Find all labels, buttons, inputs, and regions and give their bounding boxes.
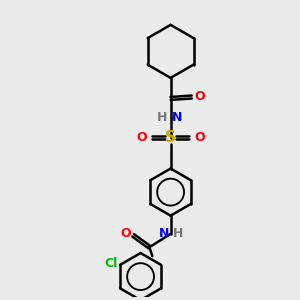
Text: O: O <box>136 131 147 144</box>
Text: O: O <box>194 131 205 144</box>
Text: N: N <box>172 110 182 124</box>
Text: O: O <box>120 227 131 240</box>
Text: S: S <box>165 130 176 145</box>
Text: H: H <box>157 110 167 124</box>
Text: N: N <box>159 227 169 240</box>
Text: O: O <box>194 91 205 103</box>
Text: H: H <box>173 227 183 240</box>
Text: Cl: Cl <box>104 257 117 270</box>
